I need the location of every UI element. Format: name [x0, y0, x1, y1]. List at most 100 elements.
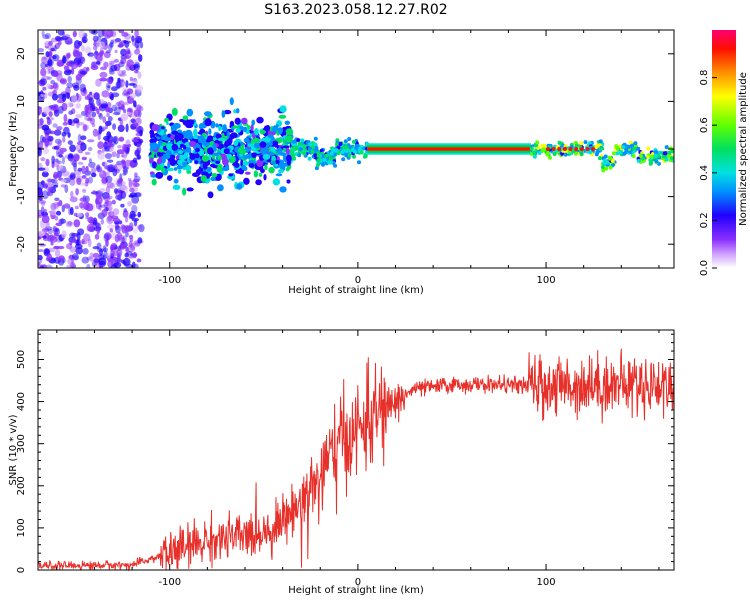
spectrogram-noise-point: [51, 55, 57, 60]
spectrogram-noise-point: [38, 190, 44, 197]
spectrogram-noise-point: [98, 41, 106, 48]
spectrogram-noise-point: [68, 118, 73, 126]
spectrogram-right-point: [594, 145, 599, 149]
spectrogram-noise-point: [99, 171, 104, 175]
colorbar-tick-label: 0.8: [699, 70, 710, 86]
spectrogram-noise-point: [96, 164, 101, 173]
spectrogram-blob-point: [284, 120, 290, 126]
snr-ytick-label: 0: [16, 567, 27, 573]
spectrogram-blob-point: [227, 175, 235, 180]
spectrogram-blob-point: [278, 146, 282, 155]
spectrogram-band-point: [302, 151, 307, 156]
spectrogram-noise-point: [134, 69, 139, 74]
spectrogram-noise-point: [81, 165, 86, 175]
spectrogram-blob-point: [150, 142, 158, 150]
spectrogram-noise-point: [42, 92, 48, 99]
colorbar-gradient: [712, 30, 736, 268]
spectrogram-band-point: [307, 146, 312, 151]
spectrogram-ytick-label: 20: [16, 47, 27, 60]
spectrogram-noise-point: [112, 208, 120, 216]
spectrogram-noise-point: [87, 139, 95, 143]
spectrogram-noise-point: [127, 201, 133, 207]
spectrogram-noise-point: [101, 161, 106, 167]
spectrogram-noise-point: [90, 166, 97, 174]
spectrogram-right-point: [615, 146, 620, 150]
spectrogram-right-point: [552, 152, 557, 156]
spectrogram-blob-point: [256, 116, 264, 124]
spectrogram-band-point: [291, 153, 296, 158]
spectrogram-noise-point: [66, 82, 74, 89]
spectrogram-noise-point: [54, 231, 58, 237]
spectrogram-noise-point: [133, 227, 138, 234]
spectrogram-noise-point: [120, 186, 128, 191]
signal-peak-point: [574, 147, 579, 151]
spectrogram-noise-point: [105, 82, 111, 91]
spectrogram-band-point: [298, 147, 303, 151]
spectrogram-noise-point: [134, 150, 140, 157]
spectrogram-noise-point: [137, 237, 143, 244]
spectrogram-noise-point: [90, 117, 95, 125]
spectrogram-blob-point: [230, 132, 238, 139]
spectrogram-noise-point: [81, 175, 87, 179]
spectrogram-blob-point: [189, 132, 193, 140]
spectrogram-noise-point: [50, 80, 56, 85]
spectrogram-right-point: [638, 153, 643, 158]
spectrogram-noise-point: [79, 197, 87, 202]
spectrogram-noise-point: [81, 241, 88, 245]
spectrogram-blob-point: [185, 165, 192, 172]
spectrogram-blob-point: [182, 115, 189, 121]
spectrogram-noise-point: [57, 140, 62, 147]
spectrogram-blob-point: [149, 129, 155, 136]
spectrogram-noise-point: [122, 257, 131, 266]
spectrogram-noise-point: [65, 220, 73, 228]
spectrogram-noise-point: [88, 161, 96, 168]
spectrogram-noise-point: [45, 63, 49, 67]
spectrogram-right-point: [619, 150, 624, 154]
spectrogram-noise-point: [135, 132, 141, 137]
spectrogram-noise-point: [74, 243, 83, 249]
spectrogram-noise-point: [128, 194, 135, 198]
spectrogram-noise-point: [38, 167, 46, 171]
spectrogram-blob-point: [223, 109, 232, 115]
spectrogram-noise-point: [75, 188, 79, 196]
spectrogram-noise-point: [52, 82, 58, 89]
spectrogram-right-point: [633, 141, 638, 146]
spectrogram-noise-point: [87, 238, 92, 248]
spectrogram-band-point: [291, 139, 296, 144]
spectrogram-noise-point: [70, 173, 76, 179]
spectrogram-right-point: [574, 151, 578, 156]
spectrogram-noise-point: [126, 59, 134, 68]
spectrogram-band-point: [351, 139, 356, 144]
spectrogram-blob-point: [232, 162, 239, 167]
spectrogram-noise-point: [47, 76, 52, 80]
spectrogram-blob-point: [207, 147, 214, 155]
spectrogram-noise-point: [80, 135, 87, 141]
spectrogram-noise-point: [68, 206, 72, 216]
spectrogram-blob-point: [255, 179, 262, 186]
spectrogram-noise-point: [77, 133, 82, 143]
spectrogram-noise-point: [107, 116, 113, 122]
spectrogram-noise-point: [121, 104, 125, 111]
spectrogram-blob-point: [177, 169, 182, 174]
spectrogram-noise-point: [38, 140, 44, 149]
spectrogram-noise-point: [81, 156, 88, 161]
spectrogram-noise-point: [132, 122, 139, 127]
spectrogram-noise-point: [98, 113, 104, 120]
spectrogram-noise-point: [45, 51, 50, 58]
spectrogram-band-point: [302, 144, 307, 149]
spectrogram-blob-point: [285, 167, 290, 172]
spectrogram-noise-point: [99, 188, 106, 192]
spectrogram-noise-point: [78, 40, 83, 47]
spectrogram-blob-point: [232, 125, 240, 129]
spectrogram-noise-point: [44, 249, 50, 255]
spectrogram-blob-point: [204, 111, 212, 117]
spectrogram-noise-point: [58, 154, 63, 158]
spectrogram-noise-point: [132, 252, 137, 259]
spectrogram-blob-point: [200, 175, 207, 182]
spectrogram-blob-point: [182, 187, 187, 196]
spectrogram-noise-point: [82, 248, 89, 255]
spectrogram-blob-point: [221, 110, 226, 118]
spectrogram-blob-point: [233, 140, 238, 147]
spectrogram-blob-point: [177, 159, 184, 166]
